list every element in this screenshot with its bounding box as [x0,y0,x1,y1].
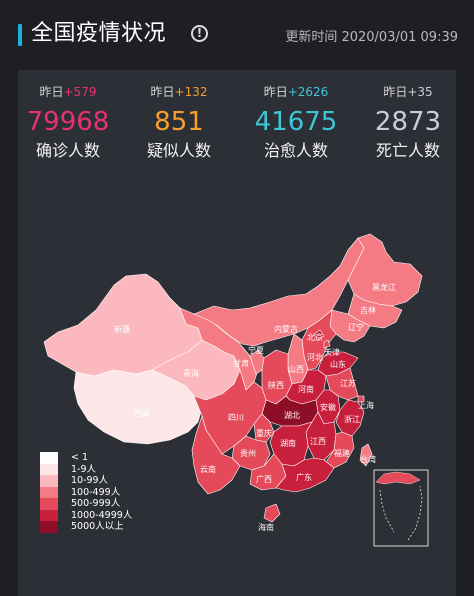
inset-coastline [375,471,421,485]
legend-swatch [40,475,58,487]
legend-label: 1000-4999人 [71,509,133,521]
label-hebei: 河北 [307,352,323,362]
label-liaoning: 辽宁 [348,322,364,332]
info-icon[interactable]: ! [191,25,208,42]
label-fujian: 福建 [334,448,350,458]
label-shaanxi: 陕西 [268,380,284,390]
province-hainan[interactable] [263,503,281,523]
label-beijing: 北京 [307,332,323,342]
province-shanghai[interactable] [357,395,365,403]
legend-swatch [40,452,58,464]
label-shandong: 山东 [330,359,346,369]
province-hunan[interactable] [269,421,313,467]
legend-label: 5000人以上 [71,521,124,532]
label-shanxi: 山西 [288,364,304,374]
label-sichuan: 四川 [228,413,244,422]
delta-label: 昨日 [150,85,175,99]
stats-map-card: 昨日+579 79968 确诊人数 昨日+132 851 疑似人数 昨日+262… [18,70,456,596]
confirmed-label: 确诊人数 [35,141,100,160]
label-jiangsu: 江苏 [340,378,356,388]
province-taiwan[interactable] [359,443,373,467]
label-guizhou: 贵州 [240,448,256,458]
legend-swatch [40,509,58,521]
label-jiangxi: 江西 [310,437,326,446]
delta-label: 昨日 [39,85,64,99]
south-china-sea-inset [373,469,429,547]
header-bar: 全国疫情状况 ! 更新时间 2020/03/01 09:39 [0,0,474,70]
legend-label: 10-99人 [71,475,109,486]
province-xizang[interactable] [73,369,203,445]
confirmed-count: 79968 [26,107,110,137]
stat-confirmed: 昨日+579 79968 确诊人数 [18,84,118,162]
stat-recovered: 昨日+2626 41675 治愈人数 [246,84,346,162]
label-yunnan: 云南 [200,464,216,474]
province-guangdong[interactable] [275,457,335,493]
label-chongqing: 重庆 [256,428,272,438]
legend-swatch [40,498,58,510]
deaths-delta: +35 [407,85,433,99]
label-guangdong: 广东 [296,472,312,482]
label-hainan: 海南 [258,522,274,532]
confirmed-delta: +579 [63,85,97,99]
suspected-label: 疑似人数 [146,141,211,160]
deaths-label: 死亡人数 [375,141,440,160]
province-tianjin[interactable] [323,339,331,349]
suspected-delta: +132 [174,85,208,99]
label-taiwan: 台湾 [360,454,376,464]
label-heilongjiang: 黑龙江 [372,282,396,292]
label-tianjin: 天津 [324,347,340,357]
recovered-label: 治愈人数 [263,141,328,160]
province-zhejiang[interactable] [335,399,365,437]
label-guangxi: 广西 [256,474,272,484]
legend-swatch [40,521,58,533]
legend-label: 100-499人 [71,486,121,498]
legend-swatch [40,463,58,475]
label-hubei: 湖北 [284,411,300,420]
legend-label: 500-999人 [71,498,121,509]
label-qinghai: 青海 [183,368,199,378]
delta-label: 昨日 [263,85,288,99]
label-jilin: 吉林 [360,305,376,315]
province-beijing[interactable] [313,329,325,341]
stat-suspected-delta-row: 昨日+132 [129,84,229,100]
label-xizang: 西藏 [134,408,150,418]
suspected-count: 851 [154,107,204,137]
china-map: 黑龙江 吉林 辽宁 内蒙古 北京 天津 河北 山东 山西 陕西 宁夏 甘肃 青海… [43,233,429,547]
nine-dash-line [379,485,423,541]
label-gansu: 甘肃 [233,358,249,368]
deaths-count: 2873 [374,107,442,137]
label-henan: 河南 [298,384,314,394]
stat-suspected: 昨日+132 851 疑似人数 [129,84,229,162]
legend-label: 1-9人 [71,463,97,475]
stat-deaths: 昨日+35 2873 死亡人数 [358,84,458,162]
label-hunan: 湖南 [280,438,296,448]
province-heilongjiang[interactable] [347,233,423,307]
label-shanghai: 上海 [358,400,374,410]
title-accent-bar [18,24,22,46]
legend-label: < 1 [71,452,89,463]
legend-swatch [40,486,58,498]
stat-deaths-delta-row: 昨日+35 [358,84,458,100]
stat-recovered-delta-row: 昨日+2626 [246,84,346,100]
update-time: 更新时间 2020/03/01 09:39 [285,30,458,45]
stat-confirmed-delta-row: 昨日+579 [18,84,118,100]
label-zhejiang: 浙江 [344,414,360,424]
delta-label: 昨日 [383,85,408,99]
label-anhui: 安徽 [320,402,336,412]
label-ningxia: 宁夏 [248,345,264,355]
recovered-count: 41675 [254,107,338,137]
label-neimenggu: 内蒙古 [274,324,298,334]
province-yunnan[interactable] [191,415,241,495]
label-xinjiang: 新疆 [114,324,130,334]
page-title: 全国疫情状况 [31,21,167,46]
recovered-delta: +2626 [287,85,329,99]
